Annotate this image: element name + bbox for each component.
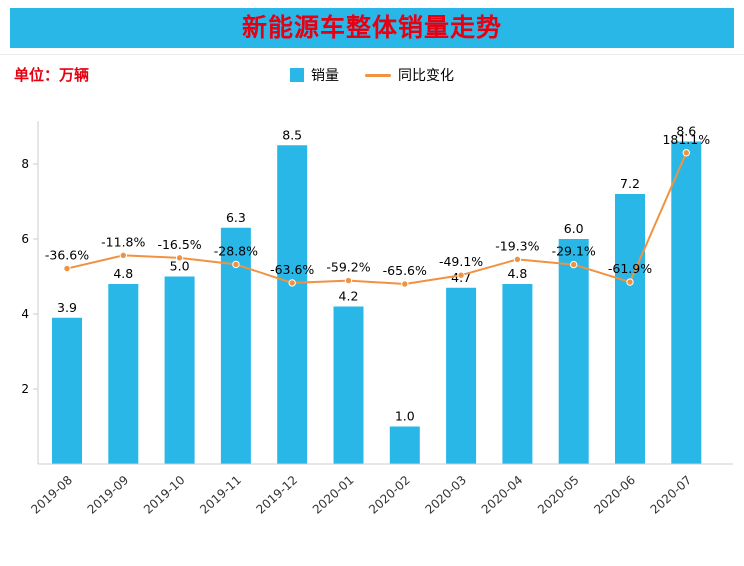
bar-value-label: 6.3 — [226, 210, 246, 225]
x-axis-label: 2019-10 — [141, 473, 188, 517]
x-axis-label: 2020-04 — [479, 473, 526, 517]
yoy-point — [457, 271, 465, 279]
bar-value-label: 1.0 — [395, 409, 415, 424]
yoy-point — [401, 280, 409, 288]
header-divider — [0, 54, 744, 55]
x-axis-label: 2019-09 — [85, 473, 132, 517]
yoy-value-label: -19.3% — [495, 238, 539, 253]
bar — [502, 284, 533, 464]
yoy-value-label: -28.8% — [214, 243, 258, 258]
bar-value-label: 7.2 — [620, 176, 640, 191]
legend-item-yoy: 同比变化 — [365, 65, 454, 85]
bar-value-label: 4.2 — [339, 289, 359, 304]
legend-item-sales: 销量 — [290, 65, 339, 85]
y-tick-label: 2 — [21, 382, 29, 396]
yoy-point — [626, 278, 634, 286]
bar-value-label: 3.9 — [57, 300, 77, 315]
bar-value-label: 5.0 — [170, 259, 190, 274]
bar — [615, 194, 645, 464]
legend-sales-label: 销量 — [311, 68, 339, 84]
yoy-point — [63, 264, 71, 273]
bar-value-label: 8.5 — [282, 127, 302, 142]
bar-swatch-icon — [290, 68, 304, 82]
yoy-value-label: -65.6% — [383, 263, 427, 278]
line-swatch-icon — [365, 73, 391, 77]
yoy-point — [288, 279, 296, 287]
bar-value-label: 4.8 — [507, 266, 527, 281]
yoy-value-label: -29.1% — [552, 244, 596, 259]
sales-trend-chart: 3.94.85.06.38.54.21.04.74.86.07.28.62468… — [21, 121, 733, 517]
bar-value-label: 8.6 — [676, 124, 696, 139]
page-title: 新能源车整体销量走势 — [241, 13, 502, 42]
yoy-value-label: -59.2% — [326, 260, 370, 275]
yoy-value-label: -11.8% — [101, 234, 145, 249]
yoy-value-label: -36.6% — [45, 248, 89, 263]
x-axis-label: 2020-07 — [648, 473, 695, 517]
y-tick-label: 4 — [21, 307, 29, 321]
x-axis-label: 2019-11 — [197, 473, 244, 517]
y-tick-label: 6 — [21, 232, 29, 246]
bar — [333, 306, 364, 464]
x-axis-label: 2020-02 — [366, 473, 413, 517]
yoy-value-label: -16.5% — [157, 237, 201, 252]
bar — [558, 239, 589, 464]
yoy-point — [570, 260, 578, 269]
x-axis-label: 2020-05 — [535, 473, 582, 517]
legend: 销量 同比变化 — [0, 55, 744, 85]
legend-yoy-label: 同比变化 — [398, 68, 454, 84]
title-banner: 新能源车整体销量走势 — [10, 8, 734, 48]
unit-label: 单位：万辆 — [14, 66, 90, 84]
yoy-line — [66, 152, 688, 285]
bar — [671, 141, 702, 464]
x-axis-label: 2020-03 — [422, 473, 469, 517]
bar — [277, 145, 308, 464]
bar — [446, 287, 477, 464]
yoy-point — [682, 149, 690, 157]
bar-value-label: 4.8 — [113, 266, 133, 281]
x-axis-label: 2019-08 — [28, 473, 75, 517]
yoy-point — [513, 255, 522, 264]
yoy-point — [119, 251, 128, 260]
bar — [52, 317, 82, 464]
x-axis-label: 2019-12 — [254, 473, 301, 517]
bar — [108, 284, 139, 464]
yoy-value-label: -61.9% — [608, 261, 652, 276]
yoy-point — [232, 260, 240, 269]
yoy-point — [175, 254, 184, 262]
yoy-value-label: 181.1% — [662, 132, 710, 147]
y-tick-label: 8 — [21, 157, 29, 171]
page: 新能源车整体销量走势 单位：万辆 销量 同比变化 3.9 4.8 5.0 6.3 8.5… — [0, 8, 744, 566]
yoy-value-label: -49.1% — [439, 254, 483, 269]
bar — [389, 426, 420, 464]
x-axis-label: 2020-06 — [591, 473, 638, 517]
yoy-value-label: -63.6% — [270, 262, 314, 277]
x-axis-label: 2020-01 — [310, 473, 357, 517]
bar — [164, 276, 195, 464]
bar-value-label: 6.0 — [564, 221, 584, 236]
subheader: 单位：万辆 销量 同比变化 — [0, 55, 744, 93]
yoy-point — [344, 276, 353, 285]
